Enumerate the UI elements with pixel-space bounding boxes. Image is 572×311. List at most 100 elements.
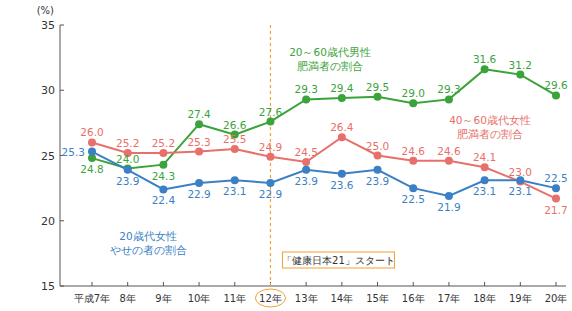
x-tick-label: 11年 (223, 293, 246, 304)
annotation-text: 「健康日本21」スタート (282, 255, 395, 266)
x-tick (92, 282, 93, 286)
data-label: 24.6 (437, 145, 461, 157)
x-tick-label: 12年 (259, 293, 282, 304)
series-point (552, 184, 560, 192)
x-tick (556, 282, 557, 286)
series-point (445, 157, 453, 165)
series-point (302, 95, 310, 103)
data-label: 24.5 (294, 146, 317, 158)
x-tick (377, 282, 378, 286)
data-label: 24.9 (259, 141, 282, 153)
series-point (409, 184, 417, 192)
x-tick-label: 20年 (545, 293, 568, 304)
series-point (88, 138, 96, 146)
data-label: 23.0 (509, 166, 532, 178)
data-label: 22.9 (259, 188, 282, 200)
series-point (374, 93, 382, 101)
x-tick-label: 18年 (473, 293, 496, 304)
series-point (481, 176, 489, 184)
y-tick-label: 25 (41, 150, 55, 163)
data-label: 21.9 (437, 201, 460, 213)
x-tick (520, 282, 521, 286)
x-tick (448, 282, 449, 286)
series-point (552, 195, 560, 203)
series-point (88, 148, 96, 156)
x-tick (484, 282, 485, 286)
data-label: 29.3 (437, 83, 460, 95)
series-name: 20～60歳代男性肥満者の割合 (289, 46, 371, 72)
series-point (516, 71, 524, 79)
data-label: 31.6 (473, 53, 497, 65)
series-point (195, 120, 203, 128)
series-name: 20歳代女性やせの者の割合 (110, 230, 187, 256)
annotation-box (282, 252, 394, 268)
series-point (159, 149, 167, 157)
data-label: 29.6 (544, 79, 568, 91)
series-line (92, 137, 556, 198)
series-point (409, 99, 417, 107)
x-tick (163, 282, 164, 286)
series-point (445, 192, 453, 200)
data-label: 24.8 (80, 163, 103, 175)
series-point (266, 153, 274, 161)
data-label: 24.1 (473, 151, 496, 163)
data-label: 26.0 (80, 126, 103, 138)
data-label: 22.5 (402, 193, 425, 205)
data-label: 31.2 (509, 59, 532, 71)
data-label: 23.1 (223, 185, 246, 197)
data-label: 26.4 (330, 121, 354, 133)
series-point (409, 157, 417, 165)
series-point (159, 185, 167, 193)
series-point (124, 166, 132, 174)
series-point (552, 91, 560, 99)
data-label: 22.4 (152, 194, 176, 206)
x-tick-label: 9年 (155, 293, 171, 304)
series-point (195, 148, 203, 156)
x-tick-label: 10年 (188, 293, 211, 304)
y-tick (60, 286, 64, 287)
x-axis (60, 286, 566, 287)
x-tick-label: 16年 (402, 293, 425, 304)
x-tick-label: 17年 (438, 293, 461, 304)
x-tick-label: 平成7年 (74, 293, 110, 304)
data-label: 25.0 (366, 140, 389, 152)
data-label: 23.1 (473, 185, 496, 197)
y-tick (60, 90, 64, 91)
x-tick (234, 282, 235, 286)
series-point (159, 161, 167, 169)
x-tick-label: 19年 (509, 293, 532, 304)
series-point (374, 152, 382, 160)
x-tick (199, 282, 200, 286)
series-name-line: 20～60歳代男性 (289, 46, 371, 58)
y-tick-label: 35 (41, 19, 55, 32)
y-tick-label: 20 (41, 215, 55, 228)
series-name-line: やせの者の割合 (110, 244, 187, 256)
series-name-line: 40～60歳代女性 (449, 114, 531, 126)
series-point (481, 163, 489, 171)
series-point (302, 158, 310, 166)
x-tick (413, 282, 414, 286)
series-point (231, 145, 239, 153)
data-label: 27.6 (259, 106, 283, 118)
series-name-line: 20歳代女性 (119, 230, 176, 242)
data-label: 24.0 (116, 153, 139, 165)
series-line (92, 69, 556, 168)
x-tick-label: 8年 (120, 293, 136, 304)
data-label: 26.6 (223, 119, 247, 131)
data-label: 23.9 (366, 175, 389, 187)
data-label: 23.9 (116, 175, 139, 187)
series-point (374, 166, 382, 174)
data-label: 23.6 (330, 179, 354, 191)
y-tick-label: 15 (41, 280, 55, 293)
series-point (445, 95, 453, 103)
data-label: 22.9 (187, 188, 210, 200)
data-label: 25.3 (62, 146, 85, 158)
data-label: 24.3 (152, 170, 175, 182)
series-name: 40～60歳代女性肥満者の割合 (449, 114, 531, 140)
series-point (338, 94, 346, 102)
x-tick-label: 13年 (295, 293, 318, 304)
data-label: 22.5 (544, 172, 567, 184)
data-label: 23.9 (294, 175, 317, 187)
series-point (338, 133, 346, 141)
data-label: 23.1 (509, 185, 532, 197)
